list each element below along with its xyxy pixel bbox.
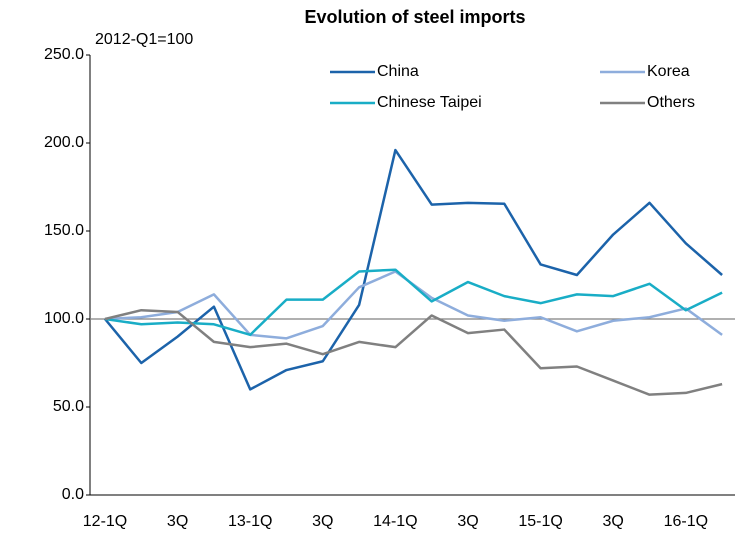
line-series [104, 268, 723, 337]
subtitle: 2012-Q1=100 [95, 31, 193, 48]
x-tick-label: 12-1Q [83, 513, 127, 530]
chart-title: Evolution of steel imports [304, 7, 525, 27]
x-tick-label: 3Q [167, 513, 188, 530]
y-tick-label: 0.0 [62, 486, 84, 503]
legend-label: Chinese Taipei [377, 94, 482, 111]
x-tick-label: 16-1Q [664, 513, 708, 530]
x-tick-label: 14-1Q [373, 513, 417, 530]
legend-label: Others [647, 94, 695, 111]
x-tick-label: 13-1Q [228, 513, 272, 530]
x-tick-label: 15-1Q [518, 513, 562, 530]
y-tick-label: 100.0 [44, 310, 84, 327]
y-tick-label: 250.0 [44, 46, 84, 63]
y-tick-label: 150.0 [44, 222, 84, 239]
legend-label: China [377, 63, 419, 80]
y-tick-label: 200.0 [44, 134, 84, 151]
line-series [104, 148, 723, 391]
x-tick-label: 3Q [603, 513, 624, 530]
y-tick-label: 50.0 [53, 398, 84, 415]
x-tick-label: 3Q [312, 513, 333, 530]
line-series [104, 308, 723, 396]
x-tick-label: 3Q [457, 513, 478, 530]
legend-label: Korea [647, 63, 690, 80]
